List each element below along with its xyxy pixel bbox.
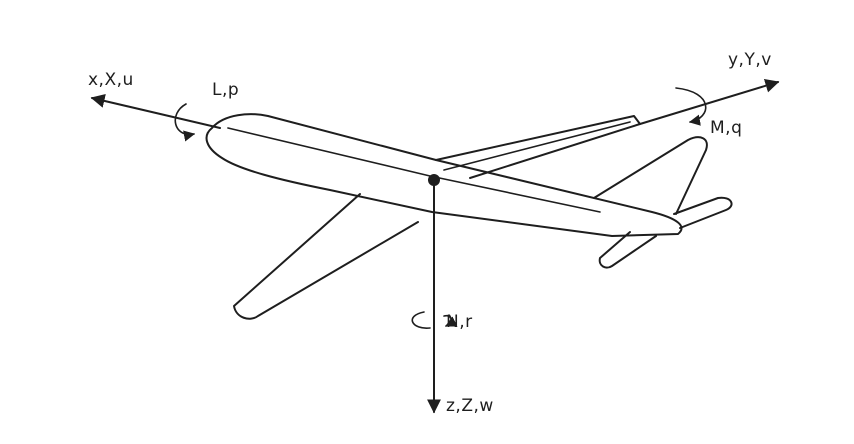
fuselage (205, 113, 683, 237)
pitch-moment-label: M,q (710, 118, 743, 138)
horizontal-stabilizer-left (598, 231, 657, 269)
aircraft-outline (205, 113, 733, 320)
roll-moment-label: L,p (212, 80, 240, 100)
yaw-moment-label: N,r (446, 312, 473, 332)
yaw-rotation-arrow (411, 311, 451, 328)
x-axis-label: x,X,u (88, 70, 134, 90)
right-wing (435, 115, 641, 179)
vertical-tail (593, 136, 708, 215)
pitch-rotation-arrow (675, 87, 707, 126)
z-axis-label: z,Z,w (446, 396, 494, 416)
horizontal-stabilizer-right (673, 196, 733, 229)
left-wing (233, 193, 419, 320)
y-axis-arrow (639, 78, 780, 125)
x-axis-arrow (90, 94, 221, 129)
roll-rotation-arrow (174, 103, 196, 142)
center-of-gravity (428, 174, 440, 186)
y-axis-label: y,Y,v (728, 50, 772, 70)
